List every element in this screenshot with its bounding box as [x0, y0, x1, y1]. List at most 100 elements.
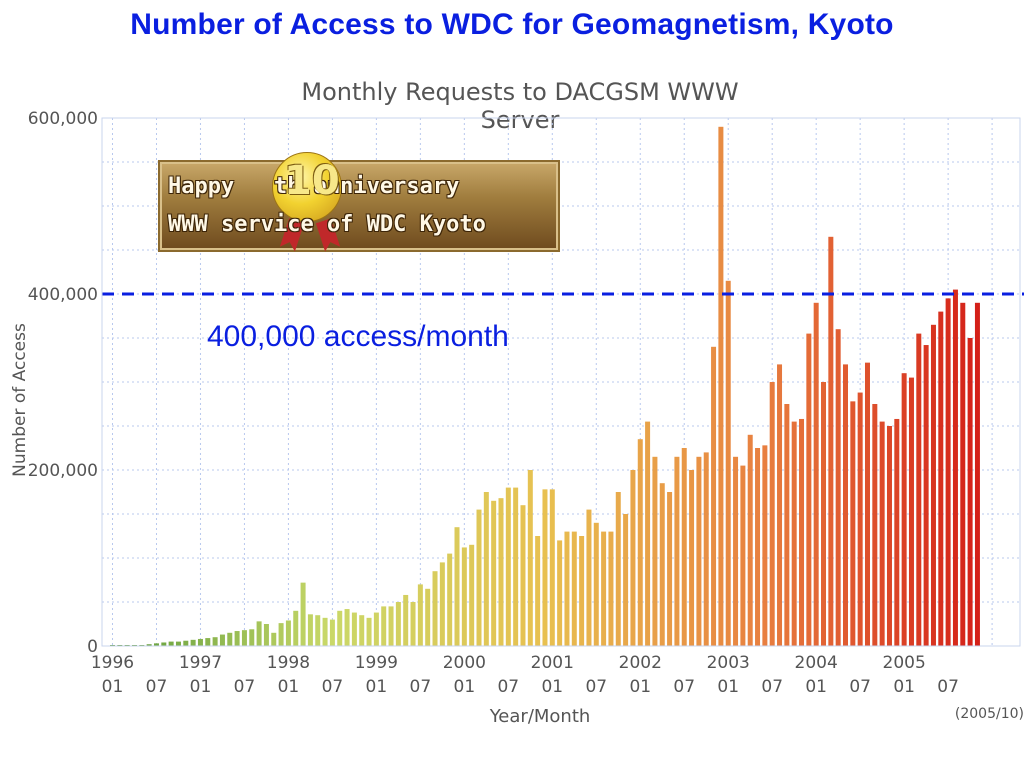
bar: [175, 641, 181, 646]
bar: [549, 489, 555, 646]
chart-bars: [110, 126, 980, 647]
bar: [806, 333, 812, 646]
plot-frame: [101, 117, 1021, 647]
bar: [879, 421, 885, 646]
bar: [960, 302, 966, 646]
bar: [821, 382, 827, 646]
x-tick-year: 2002: [619, 653, 662, 673]
bar: [637, 439, 643, 646]
bar: [527, 470, 533, 646]
bar: [249, 629, 255, 646]
x-tick-month: 07: [410, 677, 432, 697]
bar: [293, 610, 299, 646]
date-footnote: (2005/10): [954, 706, 1024, 722]
bar: [498, 498, 504, 646]
bar: [696, 456, 702, 646]
bar: [439, 562, 445, 646]
bar: [652, 456, 658, 646]
bar: [843, 364, 848, 646]
bar: [857, 392, 863, 646]
bar: [689, 470, 695, 646]
bar: [967, 338, 973, 646]
bar: [476, 509, 482, 646]
anniversary-banner: Happy th anniversary 10 WWW service of W…: [158, 152, 560, 252]
bar: [791, 421, 797, 646]
bar: [571, 531, 577, 646]
bar: [300, 582, 306, 646]
x-tick-month: 07: [585, 677, 607, 697]
bar: [146, 644, 152, 646]
bar: [256, 621, 262, 646]
x-tick-month: 01: [717, 677, 739, 697]
bar: [410, 602, 416, 646]
bar: [381, 606, 387, 646]
bar: [315, 615, 321, 646]
bar: [674, 456, 680, 646]
bar: [740, 465, 746, 646]
bar: [403, 594, 409, 646]
bar: [491, 500, 497, 646]
bar: [711, 346, 717, 646]
bar: [212, 637, 218, 646]
bar: [615, 492, 621, 646]
x-tick-month: 07: [761, 677, 783, 697]
slide-title: Number of Access to WDC for Geomagnetism…: [130, 8, 894, 41]
bar: [930, 324, 936, 646]
x-tick-month: 01: [629, 677, 651, 697]
bar: [799, 418, 805, 646]
bar: [285, 620, 291, 646]
medal-icon: [272, 152, 342, 222]
reference-line-annotation: 400,000 access/month: [207, 320, 509, 353]
bar: [417, 584, 423, 646]
x-tick-year: 1999: [355, 653, 398, 673]
bar: [454, 527, 460, 646]
bar: [586, 509, 592, 646]
bar: [153, 643, 159, 646]
bar: [388, 606, 394, 646]
chart-title: Monthly Requests to DACGSM WWW Server: [301, 78, 739, 134]
bar: [813, 302, 819, 646]
bar: [901, 373, 907, 646]
bar: [667, 492, 673, 646]
bar: [351, 612, 357, 646]
x-tick-year: 1996: [91, 653, 134, 673]
x-axis-label: Year/Month: [489, 706, 591, 727]
x-tick-year: 2005: [883, 653, 926, 673]
bar: [344, 609, 350, 646]
x-tick-month: 07: [497, 677, 519, 697]
y-tick-label: 400,000: [28, 285, 98, 305]
x-tick-year: 2001: [531, 653, 574, 673]
x-tick-month: 07: [937, 677, 959, 697]
x-tick-year: 2003: [707, 653, 750, 673]
bar: [784, 404, 790, 646]
bar: [190, 639, 196, 646]
bar: [447, 553, 453, 646]
x-tick-year: 2000: [443, 653, 486, 673]
bar: [564, 531, 570, 646]
bar: [645, 421, 651, 646]
bar: [864, 362, 870, 646]
bar: [747, 434, 753, 646]
y-tick-label: 0: [87, 637, 98, 657]
bar: [777, 364, 783, 646]
y-tick-label: 600,000: [28, 109, 98, 129]
bar: [219, 634, 225, 646]
x-tick-month: 07: [849, 677, 871, 697]
bar: [241, 630, 247, 646]
bar: [366, 617, 372, 646]
x-tick-month: 07: [673, 677, 695, 697]
x-tick-month: 01: [541, 677, 563, 697]
bar: [952, 289, 958, 646]
bar: [608, 531, 614, 646]
bar: [557, 540, 563, 646]
bar: [725, 280, 731, 646]
banner-line-1: Happy th anniversary: [168, 174, 460, 199]
x-tick-month: 01: [454, 677, 476, 697]
bar: [161, 642, 167, 646]
bar: [681, 448, 687, 646]
bar: [520, 505, 526, 646]
bar: [227, 632, 233, 646]
y-axis-label: Number of Access: [10, 323, 30, 477]
bar: [197, 638, 203, 646]
bar: [373, 612, 379, 646]
